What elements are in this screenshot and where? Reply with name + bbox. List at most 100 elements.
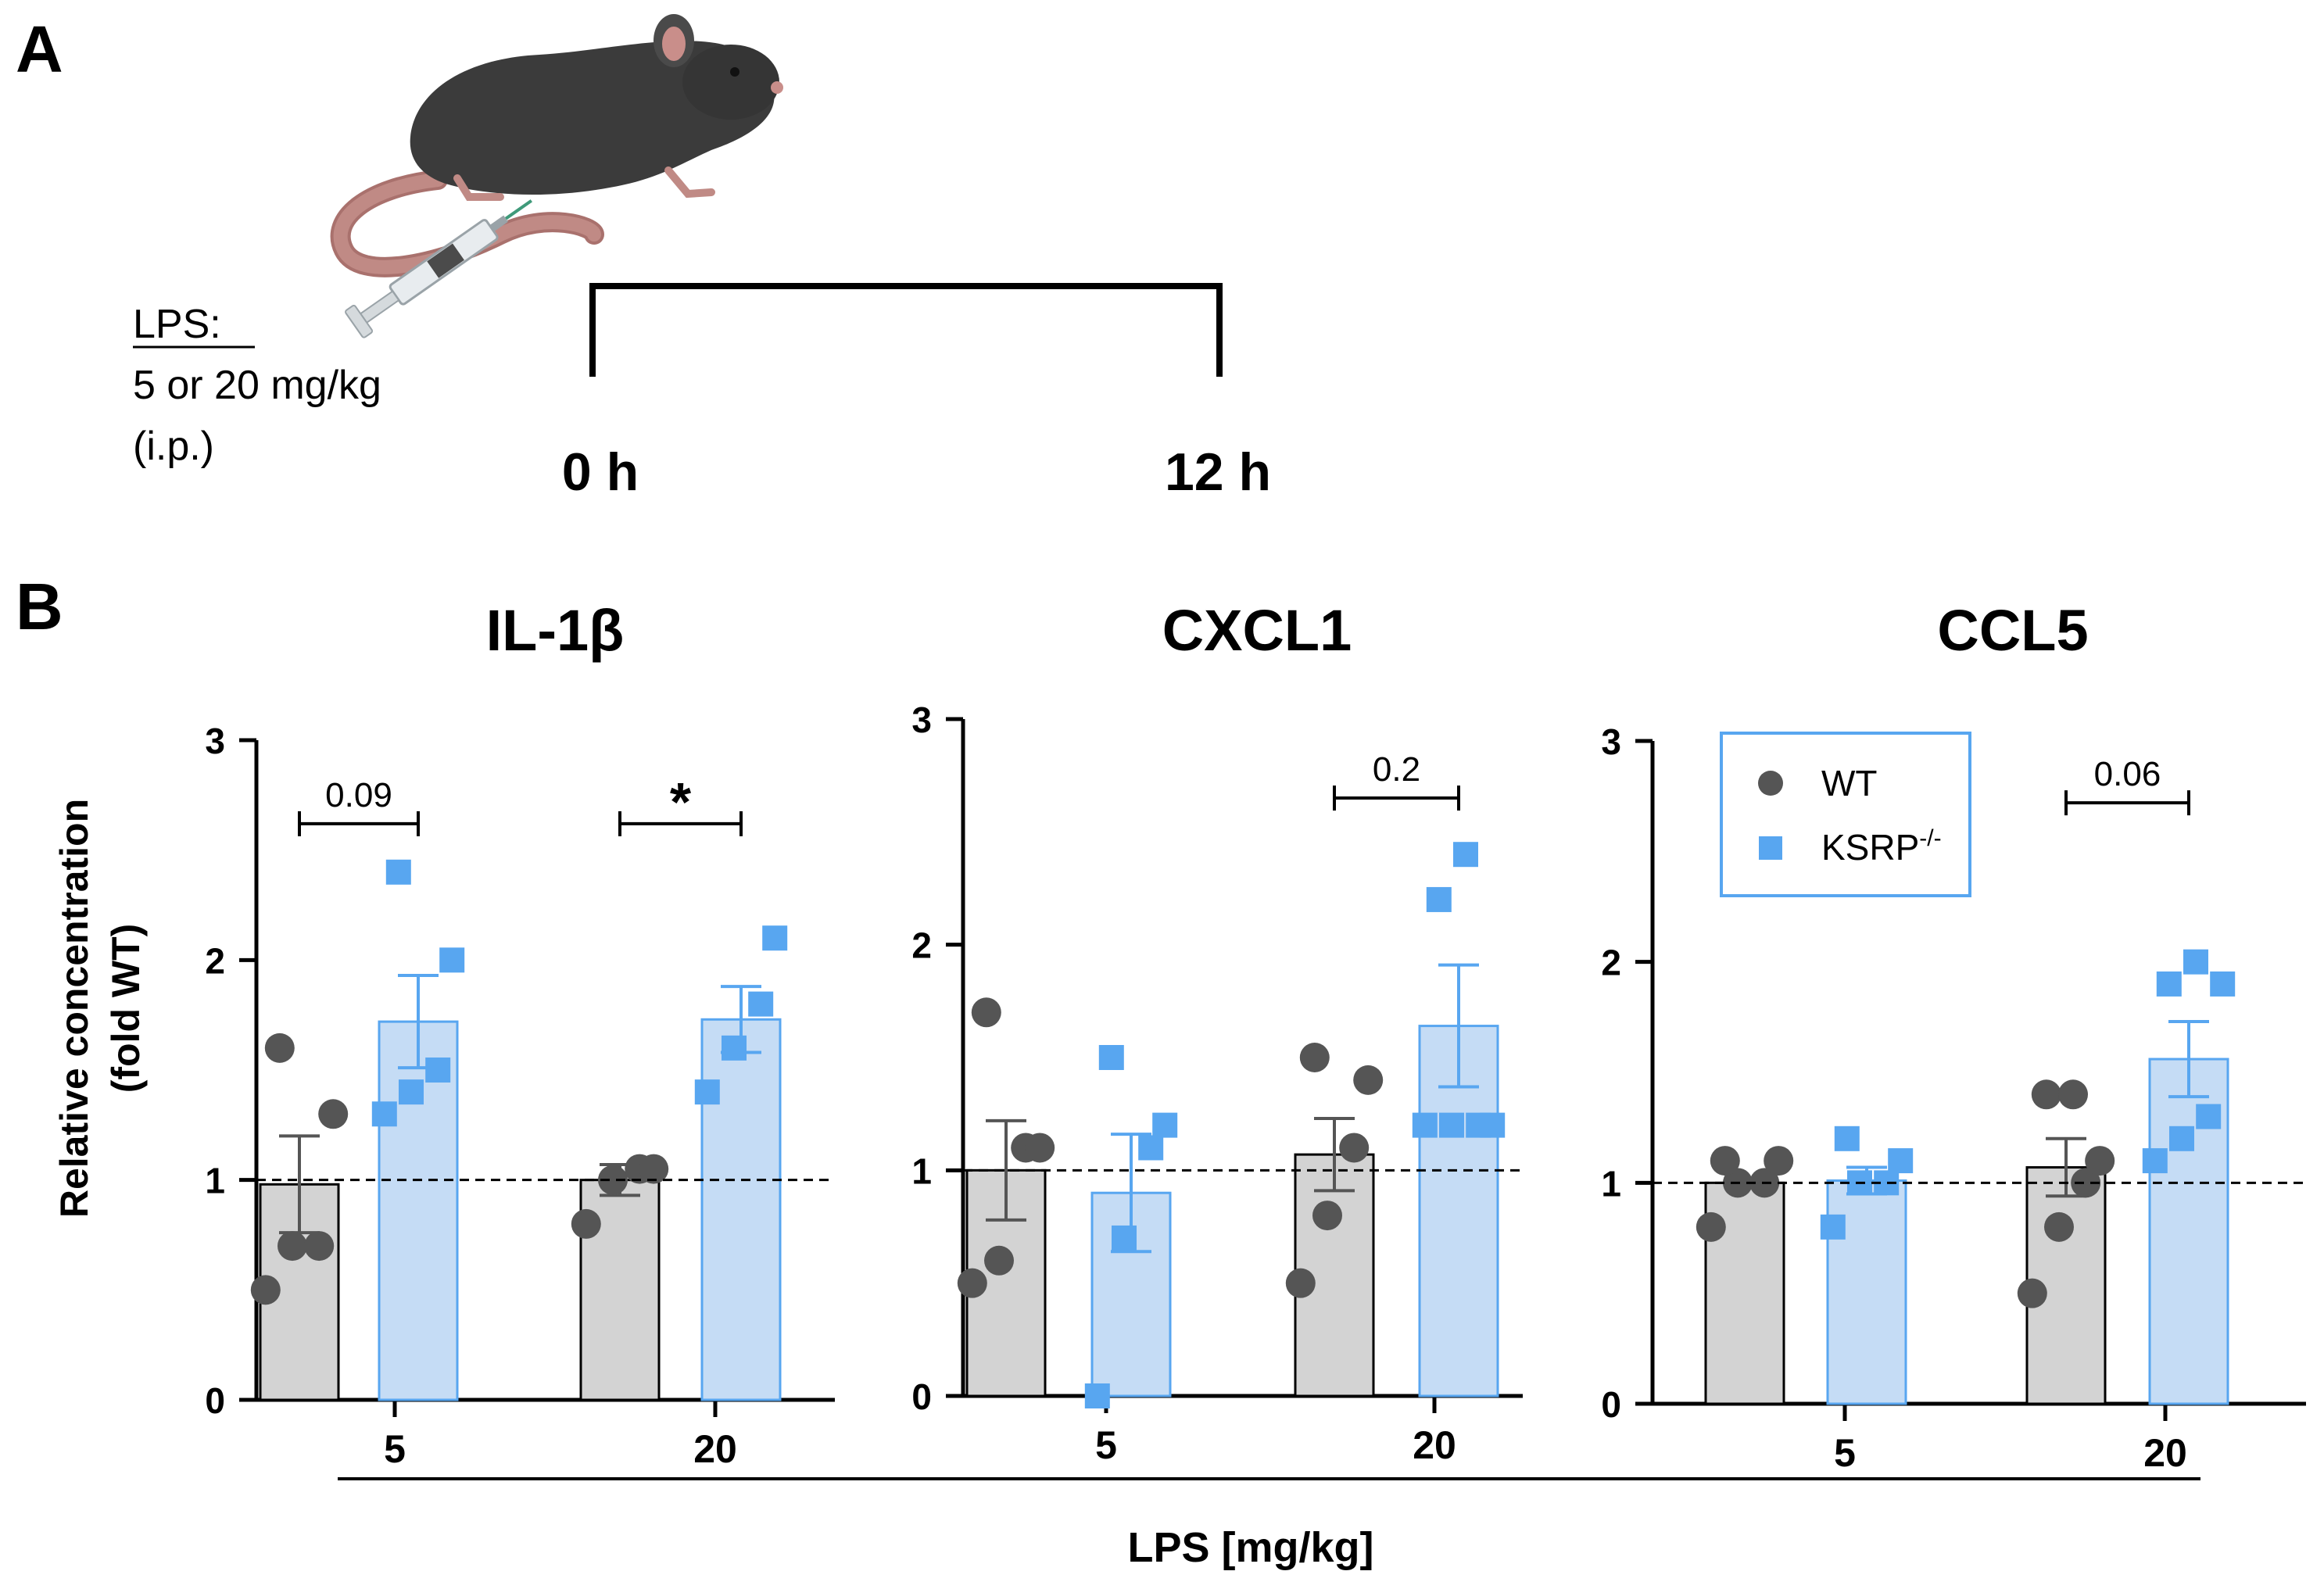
panel-b-label: B — [16, 570, 63, 643]
lps-dose: 5 or 20 mg/kg — [133, 363, 381, 408]
bar-ksrp — [1826, 1179, 1907, 1405]
data-point-wt — [2031, 1079, 2061, 1110]
mouse-ear-inner — [662, 27, 686, 61]
y-tick-label: 1 — [911, 1151, 932, 1191]
data-point-wt — [598, 1165, 628, 1195]
data-point-ksrp — [1412, 1112, 1438, 1138]
time-start-label: 0 h — [562, 442, 639, 502]
data-point-ksrp — [2210, 971, 2236, 997]
data-point-ksrp — [385, 859, 411, 885]
data-point-ksrp — [2183, 949, 2208, 975]
data-point-ksrp — [371, 1101, 397, 1127]
syringe-icon — [345, 199, 532, 338]
bar-wt — [1294, 1153, 1375, 1398]
y-axis-label-line2: (fold WT) — [104, 924, 148, 1093]
data-point-ksrp — [1112, 1225, 1137, 1251]
data-point-ksrp — [1480, 1112, 1506, 1138]
x-axis-label: LPS [mg/kg] — [1127, 1524, 1373, 1571]
x-tick-label: 5 — [1834, 1431, 1856, 1475]
data-point-ksrp — [2142, 1148, 2168, 1174]
x-tick-label: 20 — [693, 1427, 737, 1471]
lps-title: LPS: — [133, 302, 221, 347]
y-tick-label: 2 — [1601, 943, 1621, 983]
mouse-head — [682, 45, 779, 120]
x-tick-label: 5 — [384, 1427, 406, 1471]
data-point-wt — [639, 1154, 669, 1184]
data-point-ksrp — [1834, 1126, 1860, 1151]
panel-a-label: A — [16, 13, 63, 86]
data-point-wt — [2058, 1079, 2088, 1110]
chart-ccl5: CCL5 0 1 2 3 5 20 0.06 — [1601, 598, 2306, 1475]
chart-title: CCL5 — [1937, 598, 2088, 663]
data-point-wt — [1696, 1211, 1726, 1242]
y-tick-label: 2 — [205, 940, 225, 981]
data-point-ksrp — [1138, 1135, 1164, 1161]
y-tick-label: 0 — [1601, 1384, 1621, 1425]
legend-box — [1720, 732, 1971, 897]
data-point-ksrp — [1439, 1112, 1464, 1138]
legend: WT KSRP-/- — [1720, 732, 1971, 897]
data-point-wt — [1285, 1268, 1316, 1298]
data-point-ksrp — [748, 991, 774, 1017]
y-tick-label: 1 — [205, 1161, 225, 1201]
data-point-wt — [1764, 1146, 1794, 1176]
y-tick-label: 2 — [911, 925, 932, 966]
timeline-bracket — [589, 283, 1223, 377]
y-tick-label: 3 — [1601, 721, 1621, 762]
significance-label: 0.06 — [2094, 755, 2161, 793]
data-point-wt — [2044, 1211, 2074, 1242]
mouse-tail-highlight — [333, 173, 601, 274]
data-point-ksrp — [1888, 1148, 1914, 1174]
mouse-nose — [771, 81, 783, 94]
data-point-wt — [984, 1245, 1014, 1276]
data-point-ksrp — [1098, 1045, 1124, 1070]
legend-ko-label: KSRP-/- — [1821, 825, 1942, 868]
data-point-wt — [2017, 1278, 2047, 1308]
mouse-illustration — [330, 14, 783, 338]
data-point-ksrp — [399, 1079, 424, 1105]
data-point-wt — [278, 1231, 307, 1262]
x-tick-label: 5 — [1095, 1423, 1117, 1467]
data-point-wt — [1299, 1043, 1330, 1072]
chart-title: IL-1β — [486, 598, 625, 663]
data-point-ksrp — [2196, 1104, 2222, 1129]
data-point-ksrp — [762, 925, 788, 951]
bar-ksrp — [700, 1018, 782, 1401]
mouse-eye — [730, 67, 739, 77]
y-tick-label: 0 — [205, 1380, 225, 1421]
data-point-ksrp — [425, 1058, 451, 1083]
chart-il1b: IL-1β 0 1 2 3 5 20 0.09 * — [205, 598, 835, 1471]
data-point-wt — [2071, 1168, 2101, 1198]
x-tick-label: 20 — [1413, 1423, 1456, 1467]
data-point-wt — [957, 1268, 987, 1298]
data-point-ksrp — [1426, 886, 1452, 912]
legend-wt-label: WT — [1821, 763, 1878, 803]
chart-title: CXCL1 — [1162, 598, 1352, 663]
data-point-wt — [318, 1099, 349, 1129]
data-point-wt — [1312, 1201, 1342, 1231]
mouse-front-foot — [664, 166, 715, 199]
data-point-wt — [304, 1231, 335, 1262]
legend-ko-superscript: -/- — [1919, 825, 1941, 851]
y-tick-label: 1 — [1601, 1163, 1621, 1204]
data-point-wt — [571, 1208, 601, 1239]
y-tick-label: 3 — [911, 700, 932, 740]
x-tick-label: 20 — [2143, 1431, 2187, 1475]
data-point-wt — [1339, 1133, 1370, 1163]
data-point-ksrp — [694, 1079, 720, 1105]
y-tick-label: 0 — [911, 1376, 932, 1417]
data-point-wt — [250, 1275, 281, 1305]
data-point-wt — [264, 1032, 295, 1063]
data-point-ksrp — [439, 947, 465, 973]
data-point-ksrp — [1084, 1383, 1110, 1408]
chart-cxcl1: CXCL1 0 1 2 3 5 20 0.2 — [911, 598, 1523, 1467]
data-point-wt — [2085, 1146, 2115, 1176]
data-point-wt — [1353, 1065, 1384, 1095]
lps-route: (i.p.) — [133, 424, 214, 469]
mouse-hind-foot — [453, 174, 504, 201]
data-point-ksrp — [722, 1035, 747, 1061]
data-point-wt — [1025, 1133, 1055, 1163]
y-axis-label-line1: Relative concentration — [52, 799, 96, 1218]
